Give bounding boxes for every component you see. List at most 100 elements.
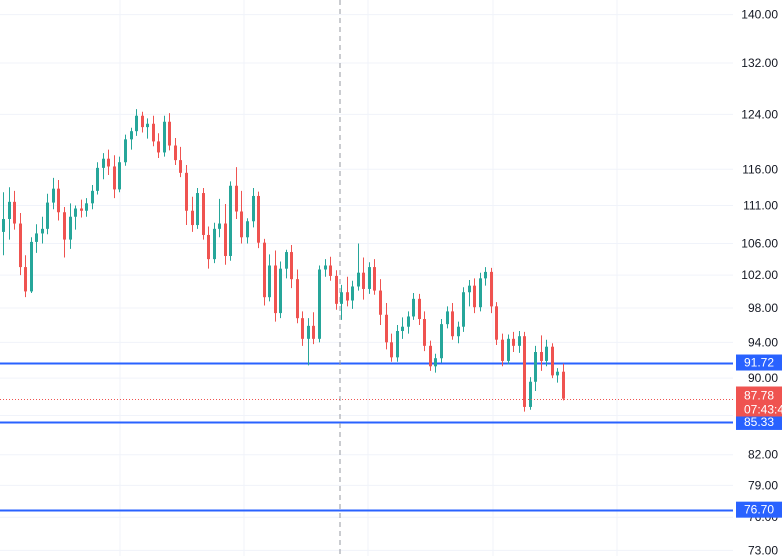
candle-body xyxy=(118,162,121,190)
y-tick-label: 90.00 xyxy=(748,371,778,385)
candle-body xyxy=(246,221,249,238)
last-price-badge xyxy=(736,386,782,417)
candle-body xyxy=(440,324,443,359)
candle-body xyxy=(80,208,83,211)
candle-body xyxy=(351,286,354,301)
y-tick-label: 82.00 xyxy=(748,448,778,462)
candle-body xyxy=(523,336,526,407)
candle-body xyxy=(2,218,5,232)
candle-body xyxy=(534,352,537,382)
candle-body xyxy=(285,252,288,269)
candle-body xyxy=(418,298,421,320)
candle-body xyxy=(85,203,88,211)
price-line-badge xyxy=(736,413,782,430)
candle-body xyxy=(229,185,232,256)
candle-body xyxy=(257,195,260,243)
candle-body xyxy=(196,193,199,226)
candle-body xyxy=(268,265,271,298)
candle-body xyxy=(473,285,476,308)
y-tick-label: 79.00 xyxy=(748,478,778,492)
y-tick-label: 102.00 xyxy=(741,268,778,282)
candle-body xyxy=(8,201,11,219)
y-tick-label: 106.00 xyxy=(741,236,778,250)
candle-body xyxy=(501,339,504,361)
candle-body xyxy=(329,265,332,276)
candle-body xyxy=(562,371,565,399)
candle-body xyxy=(434,358,437,367)
candle-body xyxy=(41,228,44,234)
grid-lines xyxy=(0,0,733,556)
candles xyxy=(2,109,565,412)
candle-body xyxy=(462,292,465,327)
last-price-label: 87.78 xyxy=(744,389,774,403)
candle-body xyxy=(113,166,116,190)
candle-body xyxy=(457,326,460,337)
candle-body xyxy=(495,306,498,340)
candle-body xyxy=(168,121,171,146)
candle-body xyxy=(163,121,166,153)
candle-body xyxy=(57,188,60,213)
candle-body xyxy=(240,211,243,238)
candle-body xyxy=(146,123,149,128)
candle-body xyxy=(274,265,277,314)
candle-body xyxy=(279,268,282,314)
candle-body xyxy=(13,201,16,224)
candle-body xyxy=(52,188,55,203)
y-tick-label: 140.00 xyxy=(741,8,778,22)
price-axis[interactable]: 140.00 132.00 124.00 116.00 111.00 106.00 102.… xyxy=(741,8,778,556)
price-line-badge xyxy=(736,501,782,518)
candle-body xyxy=(74,208,77,217)
candle-body xyxy=(91,190,94,204)
candle-body xyxy=(46,202,49,229)
candle-body xyxy=(407,316,410,327)
candle-body xyxy=(202,193,205,235)
candle-body xyxy=(545,346,548,361)
y-tick-label: 124.00 xyxy=(741,107,778,121)
candle-body xyxy=(451,311,454,337)
candle-body xyxy=(102,158,105,168)
candle-body xyxy=(484,271,487,279)
candle-body xyxy=(63,212,66,240)
candle-body xyxy=(324,265,327,270)
candle-body xyxy=(130,131,133,140)
y-tick-label: 94.00 xyxy=(748,335,778,349)
price-line-badge-label: 85.33 xyxy=(744,415,774,429)
candle-body xyxy=(24,267,27,292)
candle-body xyxy=(335,275,338,304)
candle-body xyxy=(157,141,160,153)
candle-body xyxy=(69,216,72,240)
y-tick-label: 73.00 xyxy=(748,543,778,556)
candle-body xyxy=(518,336,521,346)
candle-body xyxy=(174,145,177,161)
candle-body xyxy=(540,352,543,361)
candle-body xyxy=(141,115,144,128)
candle-body xyxy=(346,292,349,301)
candle-body xyxy=(224,223,227,256)
candle-body xyxy=(19,223,22,268)
candle-body xyxy=(490,271,493,307)
candle-body xyxy=(263,242,266,298)
price-line-badge-label: 76.70 xyxy=(744,503,774,517)
candle-body xyxy=(390,342,393,358)
candle-body xyxy=(357,272,360,287)
candle-body xyxy=(307,325,310,339)
candle-body xyxy=(30,241,33,292)
candle-body xyxy=(556,371,559,376)
candle-body xyxy=(362,272,365,289)
candle-body xyxy=(340,292,343,304)
candle-body xyxy=(312,325,315,339)
price-line-badge xyxy=(736,354,782,371)
candle-body xyxy=(479,278,482,308)
y-tick-label: 111.00 xyxy=(743,199,778,213)
candle-body xyxy=(385,314,388,343)
candle-body xyxy=(218,223,221,229)
candle-body xyxy=(379,290,382,315)
candle-body xyxy=(401,326,404,332)
candle-body xyxy=(296,279,299,319)
candle-body xyxy=(107,158,110,167)
candle-body xyxy=(35,233,38,242)
candle-body xyxy=(179,160,182,173)
y-tick-label: 116.00 xyxy=(742,162,778,176)
